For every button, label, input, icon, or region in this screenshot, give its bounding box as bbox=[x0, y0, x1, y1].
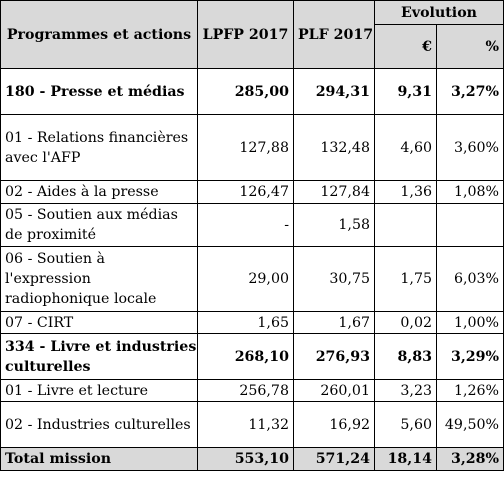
cell-plf: 260,01 bbox=[293, 379, 375, 402]
table-row: 01 - Relations financières avec l'AFP 12… bbox=[0, 114, 504, 181]
total-lpfp: 553,10 bbox=[197, 447, 294, 471]
cell-plf: 16,92 bbox=[293, 401, 375, 448]
row-label-line: de proximité bbox=[5, 227, 97, 243]
cell-pct: 3,60% bbox=[435, 114, 504, 181]
cell-lpfp: - bbox=[197, 203, 294, 247]
table-row: 334 - Livre et industries culturelles 26… bbox=[0, 333, 504, 380]
header-evolution: Evolution bbox=[373, 0, 504, 25]
total-eur: 18,14 bbox=[374, 447, 437, 471]
table-row: 02 - Industries culturelles 11,32 16,92 … bbox=[0, 401, 504, 448]
row-label-line: l'expression bbox=[5, 271, 91, 287]
row-label: 334 - Livre et industries culturelles bbox=[0, 333, 198, 380]
cell-plf: 1,67 bbox=[293, 311, 375, 334]
table-row: 05 - Soutien aux médias de proximité - 1… bbox=[0, 203, 504, 247]
cell-plf: 276,93 bbox=[293, 333, 375, 380]
cell-eur: 0,02 bbox=[374, 311, 437, 334]
cell-pct: 6,03% bbox=[435, 246, 504, 312]
row-label-line: avec l'AFP bbox=[5, 149, 81, 166]
cell-plf: 294,31 bbox=[293, 68, 375, 115]
total-plf: 571,24 bbox=[293, 447, 375, 471]
row-label-line: 05 - Soutien aux médias bbox=[5, 207, 178, 223]
header-evolution-eur: € bbox=[374, 24, 437, 69]
cell-lpfp: 126,47 bbox=[197, 180, 294, 204]
table-row: 06 - Soutien à l'expression radiophoniqu… bbox=[0, 246, 504, 312]
cell-pct: 1,08% bbox=[435, 180, 504, 204]
table-row: 07 - CIRT 1,65 1,67 0,02 1,00% bbox=[0, 311, 504, 334]
header-lpfp-2017: LPFP 2017 bbox=[197, 0, 294, 69]
cell-lpfp: 1,65 bbox=[197, 311, 294, 334]
row-label-line: 06 - Soutien à bbox=[5, 251, 106, 267]
row-label: 180 - Presse et médias bbox=[0, 68, 198, 115]
cell-eur bbox=[374, 203, 437, 247]
cell-pct: 3,27% bbox=[435, 68, 504, 115]
budget-table: Programmes et actions LPFP 2017 PLF 2017… bbox=[0, 0, 504, 471]
cell-eur: 4,60 bbox=[374, 114, 437, 181]
row-label: 01 - Livre et lecture bbox=[0, 379, 198, 402]
cell-lpfp: 268,10 bbox=[197, 333, 294, 380]
cell-pct: 3,29% bbox=[435, 333, 504, 380]
table-row: 01 - Livre et lecture 256,78 260,01 3,23… bbox=[0, 379, 504, 402]
cell-lpfp: 285,00 bbox=[197, 68, 294, 115]
cell-plf: 127,84 bbox=[293, 180, 375, 204]
cell-pct: 49,50% bbox=[435, 401, 504, 448]
cell-pct: 1,00% bbox=[435, 311, 504, 334]
cell-eur: 5,60 bbox=[374, 401, 437, 448]
total-pct: 3,28% bbox=[435, 447, 504, 471]
cell-lpfp: 29,00 bbox=[197, 246, 294, 312]
cell-eur: 3,23 bbox=[374, 379, 437, 402]
row-label: 01 - Relations financières avec l'AFP bbox=[0, 114, 198, 181]
row-label-line: 01 - Relations financières bbox=[5, 129, 189, 146]
cell-eur: 1,75 bbox=[374, 246, 437, 312]
cell-pct: 1,26% bbox=[435, 379, 504, 402]
header-evolution-pct: % bbox=[435, 24, 504, 69]
cell-plf: 132,48 bbox=[293, 114, 375, 181]
cell-pct bbox=[435, 203, 504, 247]
row-label-line: 334 - Livre et industries bbox=[5, 338, 197, 355]
row-label: 05 - Soutien aux médias de proximité bbox=[0, 203, 198, 247]
row-label: 02 - Aides à la presse bbox=[0, 180, 198, 204]
row-label: 07 - CIRT bbox=[0, 311, 198, 334]
cell-eur: 8,83 bbox=[374, 333, 437, 380]
cell-lpfp: 256,78 bbox=[197, 379, 294, 402]
cell-plf: 1,58 bbox=[293, 203, 375, 247]
cell-lpfp: 11,32 bbox=[197, 401, 294, 448]
table-row: 180 - Presse et médias 285,00 294,31 9,3… bbox=[0, 68, 504, 115]
table-row: 02 - Aides à la presse 126,47 127,84 1,3… bbox=[0, 180, 504, 204]
cell-eur: 9,31 bbox=[374, 68, 437, 115]
table-row-total: Total mission 553,10 571,24 18,14 3,28% bbox=[0, 447, 504, 471]
cell-plf: 30,75 bbox=[293, 246, 375, 312]
header-plf-2017: PLF 2017 bbox=[293, 0, 375, 69]
header-programmes: Programmes et actions bbox=[0, 0, 198, 69]
total-label: Total mission bbox=[0, 447, 198, 471]
row-label: 06 - Soutien à l'expression radiophoniqu… bbox=[0, 246, 198, 312]
row-label-line: radiophonique locale bbox=[5, 291, 157, 307]
row-label-line: culturelles bbox=[5, 358, 91, 375]
row-label: 02 - Industries culturelles bbox=[0, 401, 198, 448]
cell-eur: 1,36 bbox=[374, 180, 437, 204]
cell-lpfp: 127,88 bbox=[197, 114, 294, 181]
